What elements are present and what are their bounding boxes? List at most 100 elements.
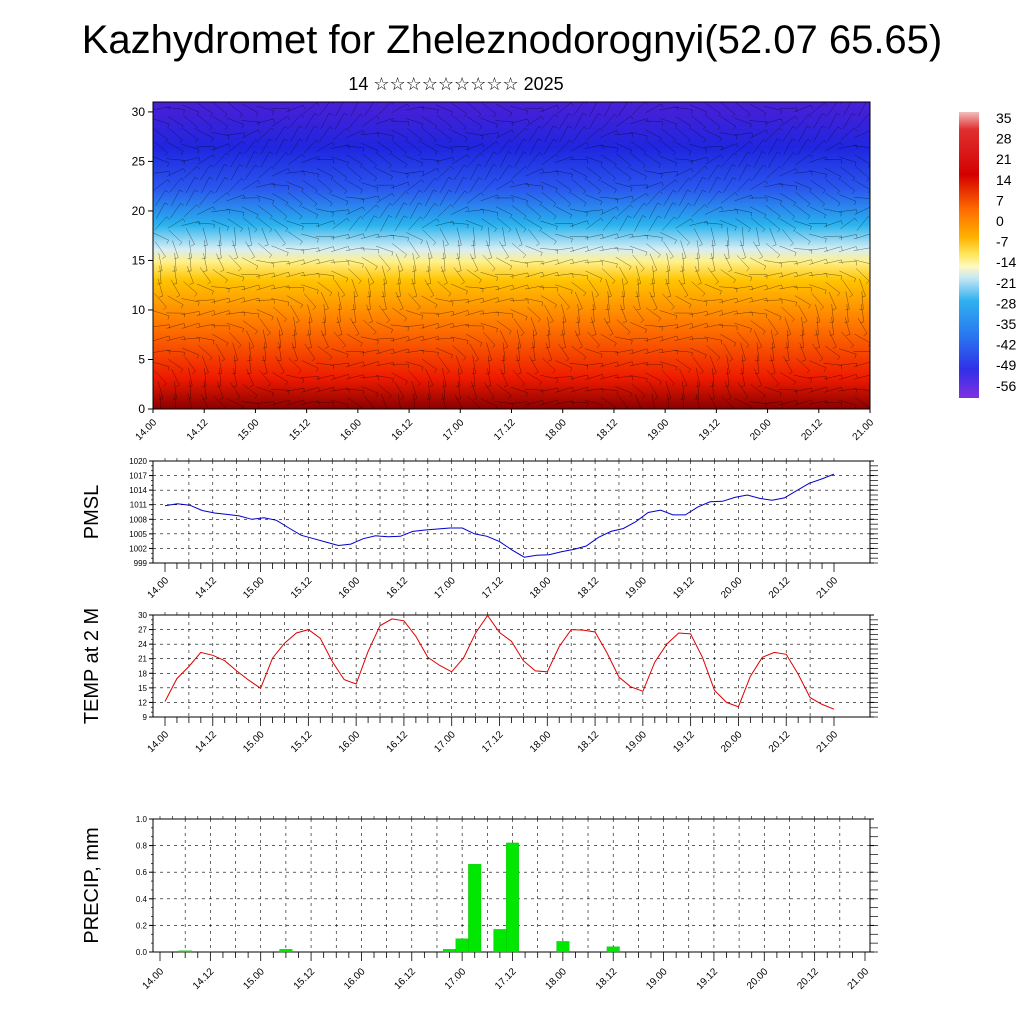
wind-barb bbox=[542, 357, 556, 371]
colorbar-label: -28 bbox=[996, 295, 1016, 311]
wind-barb-feather bbox=[166, 239, 169, 244]
wind-barb bbox=[364, 215, 375, 232]
wind-barb-feather bbox=[779, 316, 782, 321]
wind-barb bbox=[754, 368, 762, 386]
wind-barb-feather bbox=[569, 214, 573, 219]
wind-barb-feather bbox=[167, 179, 171, 184]
wind-barb bbox=[801, 329, 804, 348]
wind-barb bbox=[750, 320, 766, 332]
wind-barb-feather bbox=[697, 411, 701, 412]
wind-barb-feather bbox=[317, 174, 319, 179]
wind-barb bbox=[749, 129, 767, 139]
wind-barb bbox=[616, 115, 632, 127]
wind-barb-feather bbox=[329, 202, 333, 207]
wind-barb bbox=[338, 304, 341, 323]
wind-barb bbox=[258, 166, 272, 179]
wind-barb bbox=[693, 228, 703, 245]
wind-barb-feather bbox=[209, 357, 213, 361]
wind-barb bbox=[764, 182, 782, 188]
wind-barb-feather bbox=[630, 187, 633, 192]
colorbar-label: -42 bbox=[996, 337, 1016, 353]
wind-barb-feather bbox=[688, 203, 692, 206]
wind-barb bbox=[230, 151, 241, 168]
pmsl-y-tick-label: 999 bbox=[134, 559, 148, 568]
wind-barb bbox=[260, 151, 270, 168]
wind-barb bbox=[495, 206, 513, 215]
wind-barb bbox=[645, 372, 662, 382]
temp-y-tick-label: 9 bbox=[143, 713, 148, 722]
wind-barb-feather bbox=[675, 162, 677, 167]
wind-barb-feather bbox=[763, 112, 767, 117]
wind-barb bbox=[554, 400, 573, 405]
wind-barb-feather bbox=[376, 150, 379, 155]
wind-barb bbox=[689, 298, 708, 303]
wind-barb bbox=[661, 128, 676, 140]
wind-barb-feather bbox=[273, 118, 275, 123]
wind-barb-feather bbox=[677, 324, 679, 329]
wind-barb-feather bbox=[523, 254, 526, 259]
wind-barb bbox=[465, 286, 484, 289]
wind-barb-feather bbox=[466, 154, 470, 159]
wind-barb-feather bbox=[781, 118, 783, 123]
wind-barb-feather bbox=[725, 257, 730, 259]
wind-barb-feather bbox=[287, 168, 291, 173]
page-title: Kazhydromet for Zheleznodorognyi(52.07 6… bbox=[81, 18, 943, 62]
wind-barb-feather bbox=[300, 304, 303, 309]
wind-barb bbox=[697, 380, 700, 399]
wind-barb bbox=[842, 113, 853, 130]
wind-barb bbox=[390, 234, 409, 238]
wind-barb-feather bbox=[465, 290, 468, 295]
wind-barb-feather bbox=[332, 365, 334, 370]
wind-barb bbox=[332, 166, 348, 178]
wind-barb bbox=[723, 177, 734, 193]
wind-barb-feather bbox=[526, 263, 529, 268]
wind-barb bbox=[675, 116, 692, 127]
precip-bar bbox=[468, 864, 482, 953]
wind-barb bbox=[659, 106, 678, 111]
wind-barb bbox=[705, 154, 721, 165]
wind-barb-feather bbox=[333, 220, 335, 225]
wind-barb-feather bbox=[552, 370, 556, 374]
wind-barb bbox=[823, 362, 842, 366]
wind-barb bbox=[375, 235, 394, 238]
wind-barb bbox=[527, 306, 541, 320]
wind-barb bbox=[405, 156, 423, 164]
wind-barb bbox=[200, 394, 209, 409]
wind-barb bbox=[409, 202, 419, 219]
wind-barb bbox=[469, 164, 479, 181]
wind-barb-feather bbox=[169, 171, 171, 176]
wind-barb-feather bbox=[360, 189, 363, 194]
wind-barb-feather bbox=[479, 279, 482, 284]
wind-barb bbox=[831, 316, 834, 335]
wind-barb-feather bbox=[423, 171, 425, 176]
wind-barb-feather bbox=[512, 298, 514, 303]
wind-barb-feather bbox=[403, 215, 408, 219]
wind-barb bbox=[331, 270, 349, 279]
wind-barb-feather bbox=[583, 356, 587, 361]
wind-barb-feather bbox=[523, 228, 527, 233]
wind-barb bbox=[272, 193, 288, 203]
wind-barb-feather bbox=[571, 174, 573, 179]
wind-barb bbox=[585, 374, 603, 380]
wind-barb-feather bbox=[450, 166, 454, 170]
wind-barb bbox=[442, 368, 447, 386]
wind-barb bbox=[183, 281, 198, 294]
wind-barb bbox=[720, 333, 737, 344]
wind-barb bbox=[838, 362, 857, 366]
wind-barb bbox=[510, 260, 528, 264]
wind-barb bbox=[257, 205, 273, 217]
wind-barb-feather bbox=[181, 304, 184, 309]
wind-barb bbox=[167, 295, 184, 305]
wind-barb bbox=[704, 146, 723, 148]
wind-barb-feather bbox=[728, 269, 733, 272]
wind-barb-feather bbox=[521, 383, 525, 387]
wind-barb-feather bbox=[226, 152, 230, 156]
temp-frame bbox=[152, 614, 871, 718]
wind-barb bbox=[349, 317, 360, 334]
wind-barb bbox=[481, 141, 497, 153]
wind-barb-feather bbox=[194, 189, 199, 193]
wind-barb-feather bbox=[363, 361, 365, 366]
wind-barb-feather bbox=[255, 266, 259, 270]
wind-barb bbox=[512, 370, 525, 385]
wind-barb-feather bbox=[735, 192, 738, 196]
